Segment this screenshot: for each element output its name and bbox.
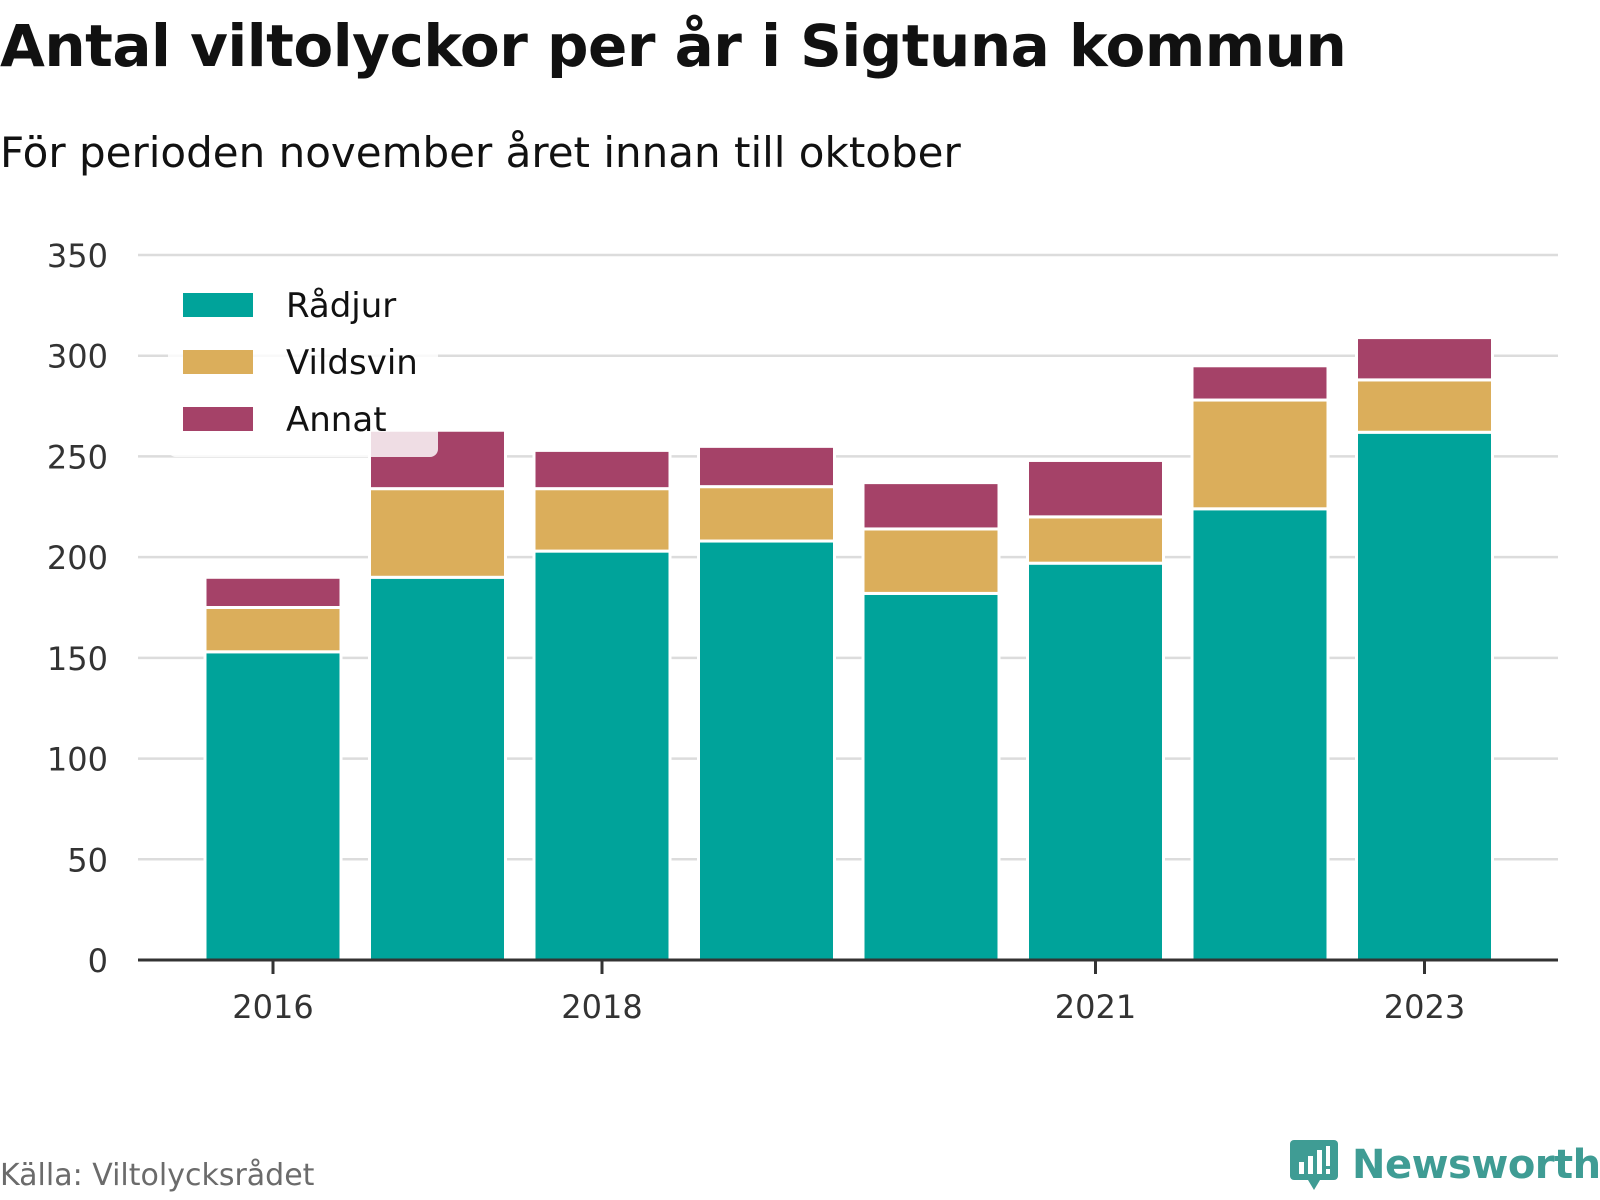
legend-label: Rådjur bbox=[286, 286, 396, 326]
bar-segment-rådjur bbox=[203, 650, 343, 962]
bar-segment-rådjur bbox=[368, 575, 507, 962]
source-note: Källa: Viltolycksrådet bbox=[0, 1158, 315, 1193]
x-tick-label: 2021 bbox=[1055, 988, 1136, 1026]
bar-segment-vildsvin bbox=[203, 606, 343, 654]
bar-segment-annat bbox=[861, 481, 1001, 531]
newsworthy-logo-icon bbox=[1290, 1140, 1338, 1190]
bar-segment-annat bbox=[1026, 458, 1165, 519]
bar-segment-rådjur bbox=[1190, 507, 1330, 962]
legend-swatch bbox=[183, 293, 253, 317]
bar-stack bbox=[1355, 336, 1494, 962]
bar-segment-rådjur bbox=[532, 549, 672, 962]
bar-stack bbox=[697, 444, 836, 962]
bar-segment-vildsvin bbox=[1355, 378, 1494, 434]
y-tick-label: 50 bbox=[67, 841, 108, 879]
legend-label: Vildsvin bbox=[286, 343, 418, 383]
x-tick-label: 2018 bbox=[561, 988, 642, 1026]
bar-stack bbox=[532, 448, 672, 962]
bar-segment-vildsvin bbox=[861, 527, 1001, 595]
bar-stack bbox=[368, 428, 507, 962]
bar-segment-annat bbox=[1355, 336, 1494, 382]
x-axis: 2016 2018 2021 2023 bbox=[138, 958, 1558, 1026]
legend-swatch bbox=[183, 350, 253, 374]
legend: Rådjur Vildsvin Annat bbox=[168, 280, 438, 457]
legend-swatch bbox=[183, 407, 253, 431]
bar-segment-rådjur bbox=[1026, 561, 1165, 962]
chart-subtitle: För perioden november året innan till ok… bbox=[0, 128, 961, 177]
y-tick-label: 150 bbox=[47, 640, 108, 678]
y-tick-label: 250 bbox=[47, 438, 108, 476]
bar-segment-rådjur bbox=[861, 591, 1001, 962]
bar-stack bbox=[861, 481, 1001, 962]
bar-segment-vildsvin bbox=[697, 485, 836, 543]
y-tick-label: 100 bbox=[47, 741, 108, 779]
bar-segment-annat bbox=[203, 575, 343, 609]
x-tick-label: 2023 bbox=[1384, 988, 1465, 1026]
bar-segment-annat bbox=[532, 448, 672, 491]
bar-segment-rådjur bbox=[697, 539, 836, 962]
bar-segment-vildsvin bbox=[1190, 398, 1330, 511]
chart-title: Antal viltolyckor per år i Sigtuna kommu… bbox=[0, 12, 1347, 80]
legend-label: Annat bbox=[286, 400, 387, 440]
bar-stack bbox=[203, 575, 343, 962]
y-tick-label: 350 bbox=[47, 237, 108, 275]
y-tick-label: 0 bbox=[88, 942, 108, 980]
y-tick-label: 300 bbox=[47, 338, 108, 376]
bar-segment-annat bbox=[697, 444, 836, 489]
bar-stack bbox=[1026, 458, 1165, 962]
bar-segment-annat bbox=[1190, 364, 1330, 402]
y-axis-ticks: 0 50 100 150 200 250 300 350 bbox=[47, 237, 108, 980]
bars bbox=[203, 336, 1494, 962]
bar-stack bbox=[1190, 364, 1330, 962]
y-tick-label: 200 bbox=[47, 539, 108, 577]
newsworthy-logo: Newsworthy bbox=[1290, 1140, 1600, 1190]
bar-segment-vildsvin bbox=[368, 487, 507, 579]
bar-segment-vildsvin bbox=[532, 487, 672, 553]
bar-segment-vildsvin bbox=[1026, 515, 1165, 565]
bar-segment-rådjur bbox=[1355, 430, 1494, 962]
logo-text: Newsworthy bbox=[1352, 1142, 1600, 1188]
x-tick-label: 2016 bbox=[232, 988, 313, 1026]
